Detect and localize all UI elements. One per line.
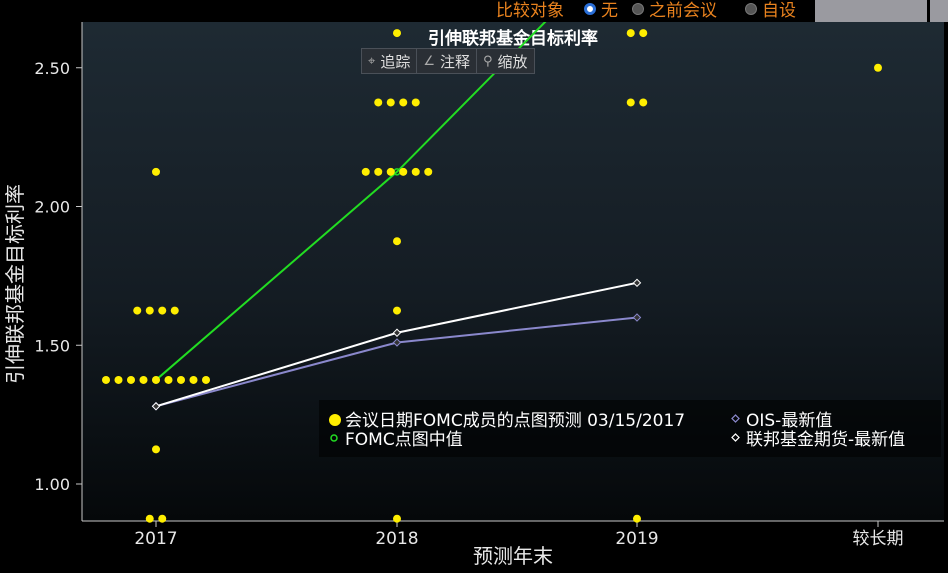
- legend-futures-label: 联邦基金期货-最新值: [746, 430, 905, 450]
- fomc-dot: [114, 375, 123, 384]
- x-tick-label: 2017: [134, 529, 177, 549]
- y-axis-label: 引伸联邦基金目标利率: [3, 184, 27, 384]
- legend-median-label: FOMC点图中值: [345, 430, 463, 450]
- y-ticks: 1.001.502.002.503.003.504.00: [34, 59, 82, 494]
- legend-background: [319, 400, 941, 457]
- radio-previous-meeting-label[interactable]: 之前会议: [649, 1, 717, 21]
- y-tick-label: 2.00: [34, 198, 70, 217]
- legend-ois-swatch: [731, 414, 740, 423]
- dot-plot: [102, 29, 882, 523]
- ois-point: [392, 338, 402, 347]
- fomc-dot: [626, 29, 635, 38]
- legend-median-swatch: [330, 434, 338, 442]
- fomc-dot: [633, 514, 641, 523]
- fomc-dot: [374, 167, 383, 176]
- fomc-dot: [639, 29, 648, 38]
- fomc-dot: [393, 29, 401, 38]
- x-ticks: 2017 2018 2019 较长期: [134, 521, 904, 549]
- x-tick-label: 较长期: [853, 529, 904, 549]
- fomc-dot: [626, 98, 635, 107]
- fomc-dot: [152, 445, 160, 454]
- fomc-dot: [133, 306, 142, 315]
- fomc-dot: [202, 375, 210, 384]
- fomc-dot: [164, 375, 173, 384]
- fomc-dot: [145, 514, 154, 523]
- fomc-dot: [399, 98, 408, 107]
- fomc-dot: [152, 375, 160, 384]
- fomc-dot: [399, 167, 408, 176]
- fomc-dot: [411, 167, 420, 176]
- chart-title: 引伸联邦基金目标利率: [428, 28, 598, 49]
- zoom-button[interactable]: ⚲ 缩放: [477, 49, 534, 73]
- legend-futures-swatch: [731, 433, 740, 442]
- fomc-dot: [158, 306, 167, 315]
- fomc-dot: [393, 514, 401, 523]
- futures-point: [151, 402, 161, 411]
- fomc-dot: [386, 98, 395, 107]
- y-tick-label: 2.50: [34, 59, 70, 78]
- pencil-icon: ∠: [423, 53, 435, 69]
- x-tick-label: 2018: [375, 529, 418, 549]
- x-axis-label: 预测年末: [473, 544, 553, 568]
- zoom-label: 缩放: [497, 52, 528, 71]
- x-tick-label: 2019: [615, 529, 658, 549]
- fomc-dot: [424, 167, 433, 176]
- radio-custom-label[interactable]: 自设: [762, 1, 796, 21]
- fomc-dot: [145, 306, 154, 315]
- fomc-dot: [127, 375, 135, 384]
- legend: 会议日期FOMC成员的点图预测 03/15/2017 FOMC点图中值 OIS-…: [319, 400, 941, 457]
- fomc-dot: [189, 375, 198, 384]
- fomc-dot: [374, 98, 383, 107]
- magnifier-icon: ⚲: [483, 53, 493, 69]
- y-tick-label: 1.50: [34, 336, 70, 355]
- fomc-dot: [386, 167, 395, 176]
- track-label: 追踪: [380, 52, 411, 71]
- fomc-dot: [170, 306, 179, 315]
- y-tick-label: 1.00: [34, 475, 70, 494]
- radio-none[interactable]: [584, 3, 596, 15]
- radio-previous-meeting[interactable]: [632, 3, 644, 15]
- legend-dot-swatch: [329, 414, 341, 426]
- fomc-dot: [177, 375, 185, 384]
- fomc-dot: [152, 167, 160, 176]
- legend-dot-label: 会议日期FOMC成员的点图预测 03/15/2017: [345, 411, 685, 431]
- fomc-dot: [158, 514, 167, 523]
- fomc-dot: [139, 375, 148, 384]
- fomc-dot: [639, 98, 648, 107]
- fomc-dot: [393, 306, 401, 315]
- crosshair-icon: ⌖: [368, 53, 376, 69]
- track-button[interactable]: ⌖ 追踪: [362, 49, 418, 73]
- fomc-dot: [411, 98, 420, 107]
- custom-input-extra[interactable]: [930, 0, 948, 22]
- futures-point: [392, 328, 402, 338]
- chart-toolbar: ⌖ 追踪 ∠ 注释 ⚲ 缩放: [361, 48, 535, 74]
- radio-custom[interactable]: [745, 3, 757, 15]
- legend-ois-label: OIS-最新值: [746, 411, 832, 431]
- compare-label: 比较对象: [496, 1, 564, 21]
- radio-none-label[interactable]: 无: [601, 1, 618, 21]
- fomc-dot: [102, 375, 110, 384]
- fomc-dot: [361, 167, 370, 176]
- fomc-dot: [874, 63, 882, 72]
- ois-point: [632, 313, 642, 322]
- custom-input[interactable]: [815, 0, 927, 22]
- fomc-dot: [393, 237, 401, 246]
- fed-funds-chart: 引伸联邦基金目标利率 1.001.502.002.503.003.504.00 …: [3, 22, 944, 568]
- compare-bar: 比较对象 无 之前会议 自设: [0, 0, 948, 22]
- futures-point: [632, 278, 642, 288]
- annotate-button[interactable]: ∠ 注释: [417, 49, 478, 73]
- annotate-label: 注释: [440, 52, 471, 71]
